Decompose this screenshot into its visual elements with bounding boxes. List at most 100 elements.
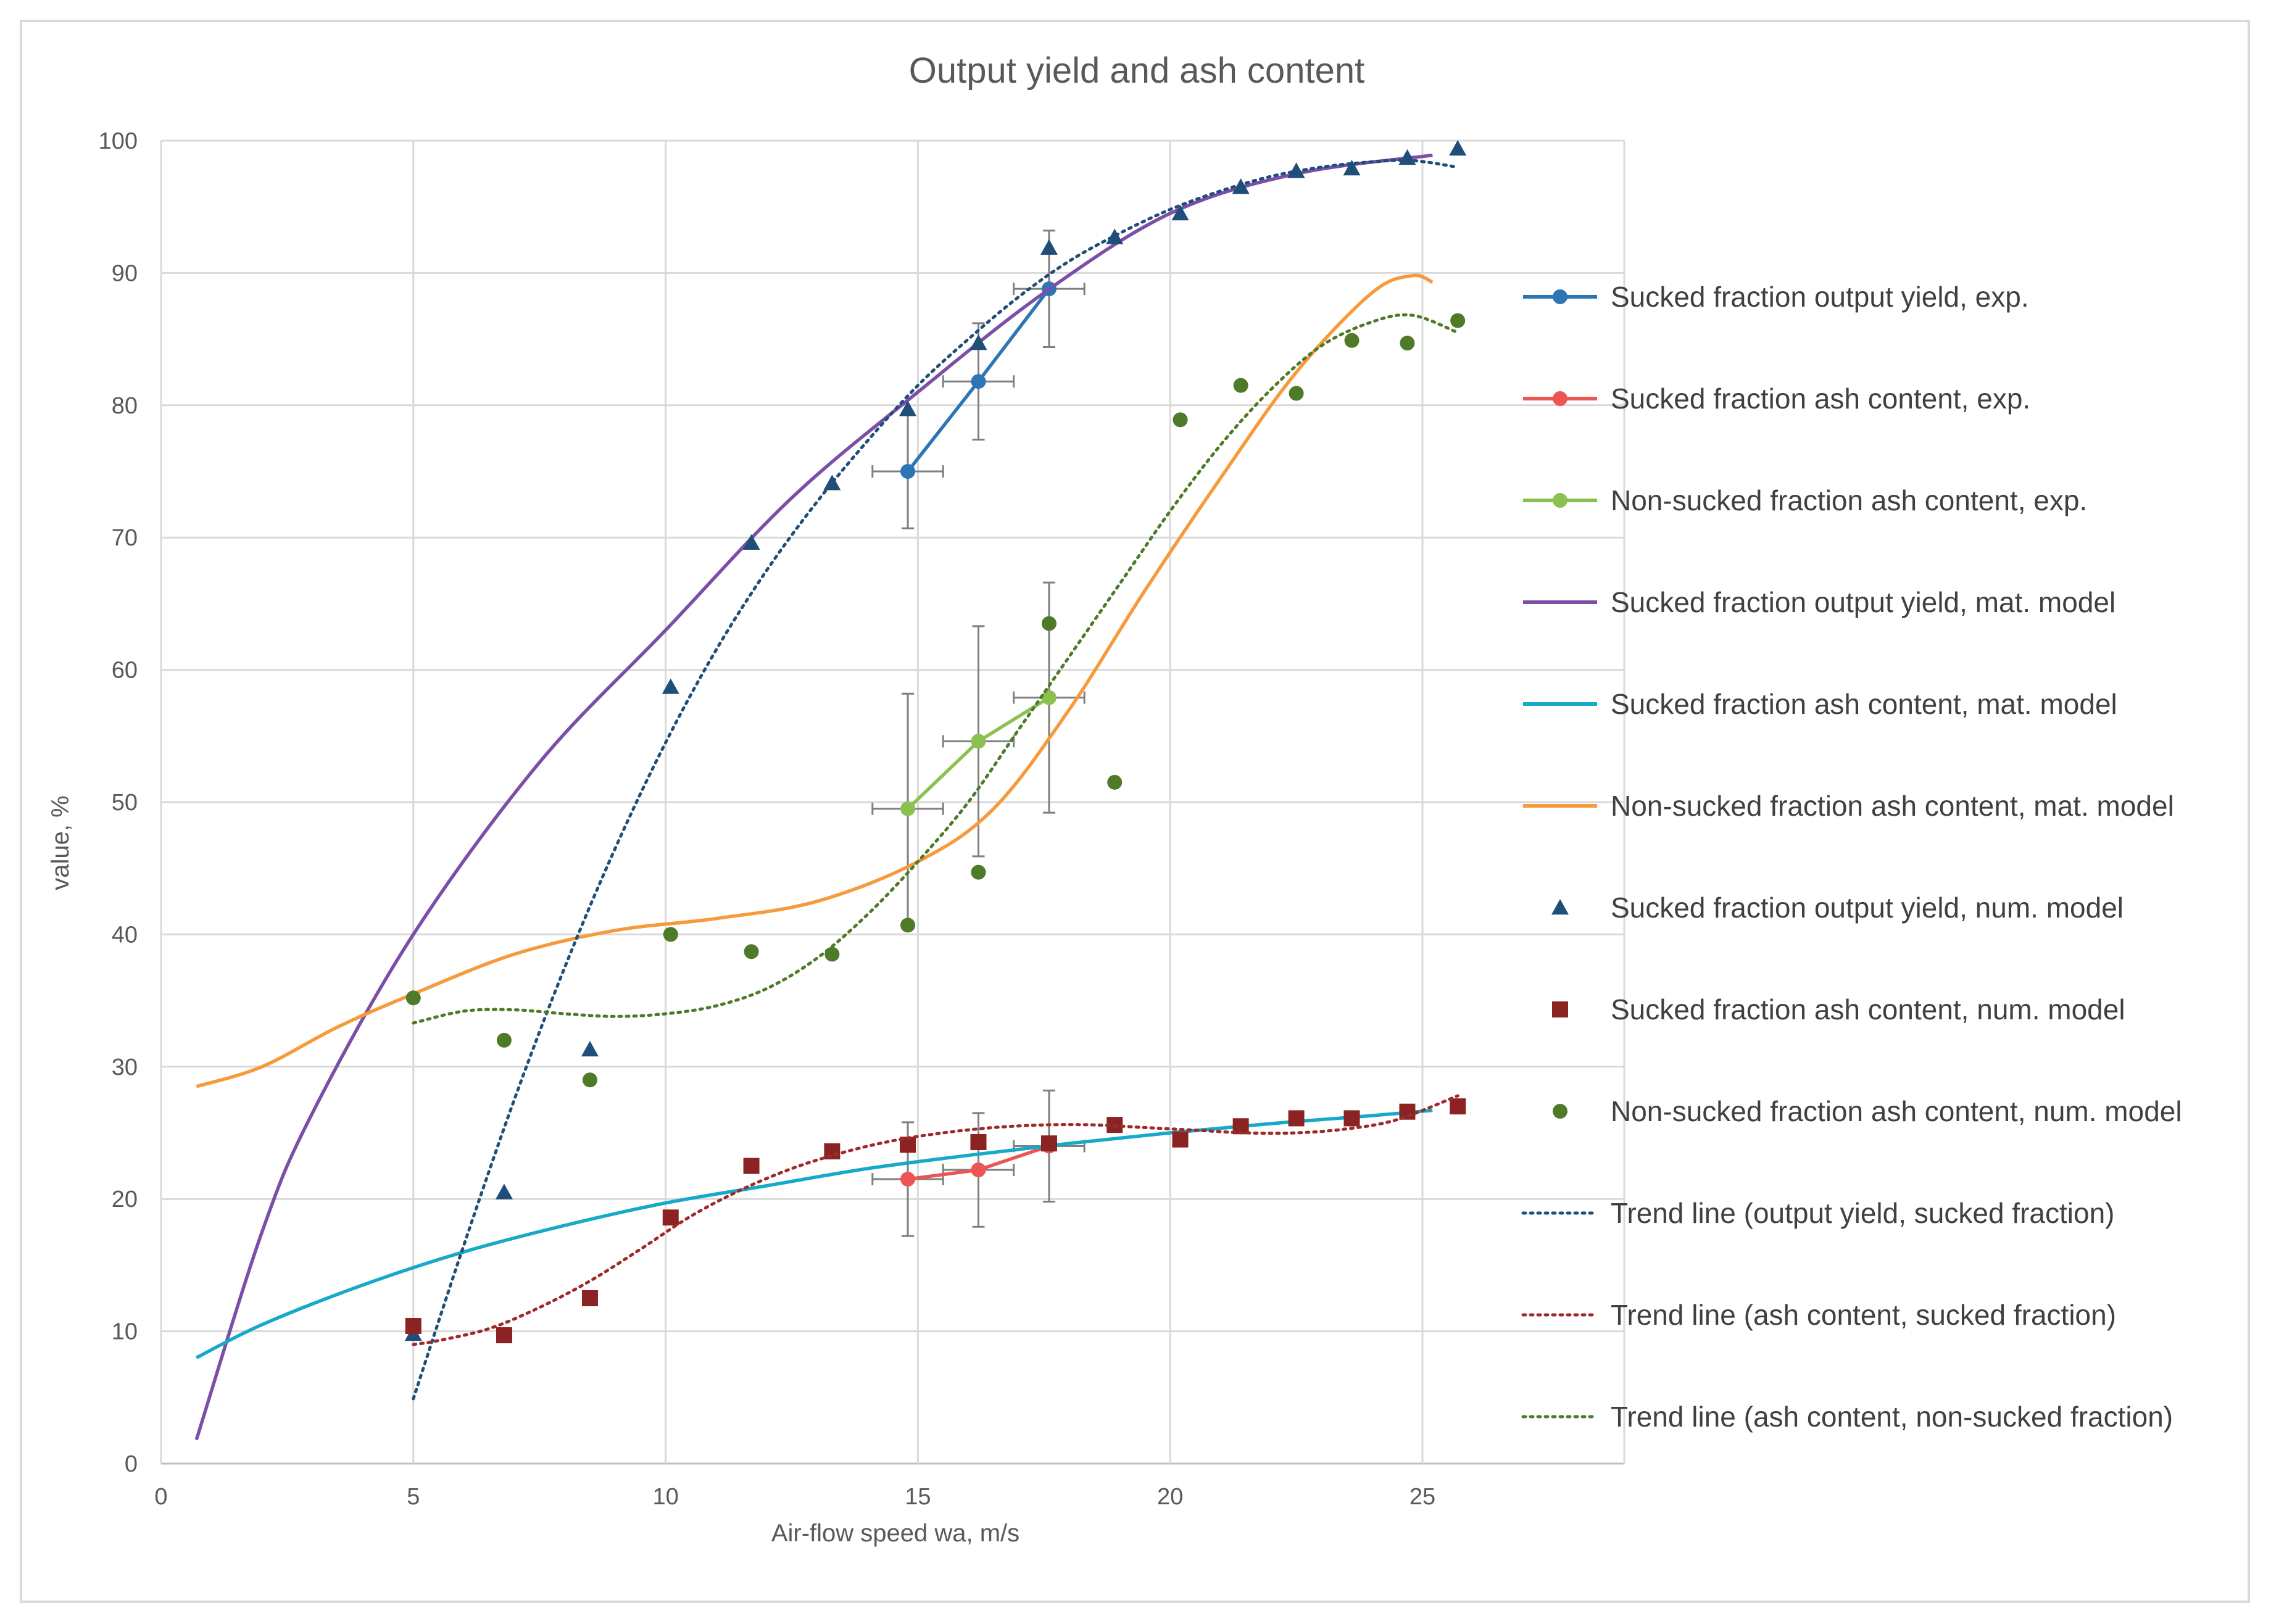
legend-marker [1553,1104,1567,1119]
series [194,139,1467,1441]
x-tick-label: 25 [1410,1484,1435,1510]
data-point-6 [1171,204,1189,221]
chart-title: Output yield and ash content [909,51,1364,91]
data-point-8 [1173,412,1188,428]
data-point-8 [405,990,421,1006]
y-tick-label: 100 [99,128,138,154]
data-point-6 [1343,160,1361,176]
data-point-8 [1289,386,1304,401]
data-point-8 [1233,378,1248,393]
data-point-8 [1041,616,1057,631]
x-tick-label: 5 [407,1484,420,1510]
data-point-8 [900,918,916,933]
legend-label: Sucked fraction output yield, num. model [1611,892,2124,924]
data-point-7 [1172,1131,1189,1148]
legend-marker [1553,391,1567,406]
data-point-6 [495,1183,513,1199]
data-point-7 [1040,1135,1057,1152]
series-line-3 [194,153,1433,1441]
data-point-8 [1107,774,1123,790]
legend-marker [1553,289,1567,304]
legend-label: Non-sucked fraction ash content, mat. mo… [1611,790,2174,822]
legend-label: Non-sucked fraction ash content, num. mo… [1611,1095,2182,1127]
chart-svg: 0 10 20 30 40 50 60 70 80 90 100 0 5 10 15 20 25 Output … [47,51,2182,1547]
legend-label: Sucked fraction ash content, exp. [1611,383,2030,415]
series-line-9 [412,159,1459,1401]
legend-entry-11: Trend line (ash content, non-sucked frac… [1521,1401,2173,1433]
data-point-6 [1449,139,1467,156]
legend-entry-7: Sucked fraction ash content, num. model [1552,993,2125,1025]
chart-frame: 0 10 20 30 40 50 60 70 80 90 100 0 5 10 15 20 25 Output … [20,20,2250,1603]
data-point-8 [663,927,678,942]
legend-label: Sucked fraction output yield, mat. model [1611,586,2115,618]
data-point-6 [742,534,760,550]
data-point-8 [582,1072,597,1088]
legend-entry-6: Sucked fraction output yield, num. model [1551,892,2124,924]
y-tick-label: 40 [112,922,138,948]
x-axis-label: Air-flow speed wa, m/s [771,1520,1019,1547]
data-point-1 [900,1172,916,1187]
legend-label: Trend line (output yield, sucked fractio… [1611,1197,2114,1229]
legend-label: Sucked fraction ash content, num. model [1611,993,2125,1025]
legend-marker [1552,1001,1568,1017]
data-point-6 [969,334,987,350]
series-line-11 [412,313,1459,1025]
series-line-4 [195,1108,1433,1359]
legend-entry-3: Sucked fraction output yield, mat. model [1523,586,2115,618]
series-line-5 [196,273,1434,1088]
legend: Sucked fraction output yield, exp. Sucked… [1521,281,2182,1433]
data-point-7 [824,1143,841,1160]
y-tick-label: 20 [112,1187,138,1212]
data-point-8 [971,864,986,880]
y-tick-label: 0 [125,1451,138,1477]
data-point-6 [1040,239,1058,255]
data-point-6 [662,678,679,694]
data-point-8 [496,1032,512,1048]
x-tick-label: 20 [1157,1484,1183,1510]
data-point-0 [900,464,916,479]
data-point-7 [581,1290,598,1306]
y-tick-label: 70 [112,525,138,551]
data-point-7 [1343,1110,1360,1127]
legend-marker [1553,493,1567,508]
data-point-0 [971,374,986,389]
legend-entry-1: Sucked fraction ash content, exp. [1523,383,2030,415]
data-point-2 [971,734,986,749]
data-point-7 [662,1209,679,1226]
data-point-6 [899,400,917,416]
data-point-6 [581,1040,599,1057]
x-tick-label: 10 [652,1484,678,1510]
legend-marker [1551,899,1569,915]
y-tick-label: 10 [112,1319,138,1345]
data-point-8 [1344,333,1360,348]
legend-label: Sucked fraction output yield, exp. [1611,281,2029,313]
data-point-8 [744,944,759,959]
legend-entry-10: Trend line (ash content, sucked fraction… [1521,1299,2116,1331]
legend-label: Non-sucked fraction ash content, exp. [1611,484,2087,516]
legend-entry-9: Trend line (output yield, sucked fractio… [1521,1197,2114,1229]
legend-entry-4: Sucked fraction ash content, mat. model [1523,688,2117,720]
data-point-7 [1288,1110,1305,1127]
data-point-1 [971,1162,986,1178]
data-point-7 [1450,1098,1466,1115]
legend-entry-8: Non-sucked fraction ash content, num. mo… [1553,1095,2182,1127]
legend-label: Trend line (ash content, sucked fraction… [1611,1299,2116,1331]
x-tick-label: 15 [905,1484,931,1510]
y-tick-label: 80 [112,393,138,419]
legend-entry-2: Non-sucked fraction ash content, exp. [1523,484,2087,516]
legend-label: Sucked fraction ash content, mat. model [1611,688,2117,720]
data-point-8 [1400,336,1415,351]
data-point-2 [1041,690,1057,705]
data-point-2 [900,801,916,816]
series-line-10 [412,1094,1459,1346]
legend-entry-0: Sucked fraction output yield, exp. [1523,281,2029,313]
data-point-7 [743,1158,760,1174]
y-tick-label: 50 [112,790,138,816]
data-point-7 [496,1327,512,1344]
x-tick-label: 0 [154,1484,167,1510]
axes: 0 10 20 30 40 50 60 70 80 90 100 0 5 10 15 20 25 [99,128,1436,1510]
legend-entry-5: Non-sucked fraction ash content, mat. mo… [1523,790,2174,822]
y-tick-label: 90 [112,260,138,286]
y-tick-label: 30 [112,1054,138,1080]
y-tick-label: 60 [112,658,138,684]
